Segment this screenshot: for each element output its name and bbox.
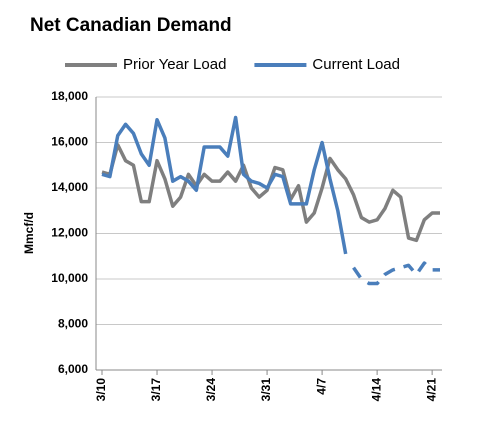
x-tick-label: 4/21	[424, 378, 438, 402]
forecast-line	[352, 261, 440, 286]
x-tick-label: 3/24	[204, 378, 218, 402]
x-tick-label: 3/10	[94, 378, 108, 402]
x-tick-label: 4/7	[314, 378, 328, 395]
y-axis-label: Mmcf/d	[22, 212, 36, 254]
y-tick-label: 14,000	[51, 180, 88, 194]
y-tick-label: 12,000	[51, 226, 88, 240]
y-tick-label: 10,000	[51, 271, 88, 285]
y-tick-label: 8,000	[58, 317, 88, 331]
legend-label: Current Load	[312, 56, 400, 73]
x-tick-label: 3/17	[149, 378, 163, 402]
y-tick-label: 18,000	[51, 89, 88, 103]
x-tick-label: 3/31	[259, 378, 273, 402]
line	[101, 115, 348, 255]
y-tick-label: 16,000	[51, 135, 88, 149]
x-tick-label: 4/14	[369, 378, 383, 402]
line	[101, 143, 440, 243]
legend-label: Prior Year Load	[123, 56, 226, 73]
y-tick-label: 6,000	[58, 362, 88, 376]
chart-title: Net Canadian Demand	[30, 15, 232, 36]
